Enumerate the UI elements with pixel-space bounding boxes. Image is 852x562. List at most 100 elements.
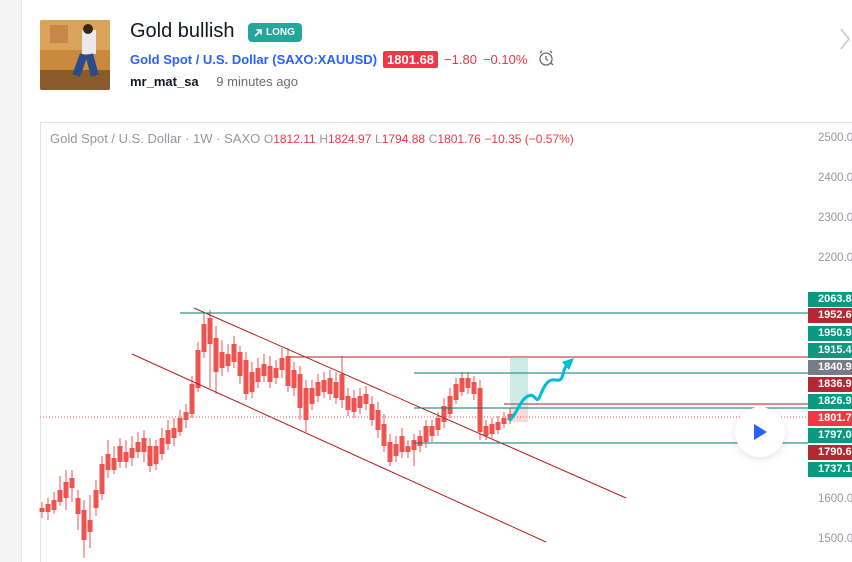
axis-tick: 1500.0 bbox=[818, 533, 852, 545]
axis-tick: 2400.0 bbox=[818, 172, 852, 184]
candle-body bbox=[429, 426, 435, 436]
author-avatar[interactable] bbox=[40, 20, 110, 90]
candle-body bbox=[225, 354, 231, 366]
left-sidebar-strip bbox=[0, 0, 22, 562]
candle-body bbox=[123, 452, 129, 462]
candle-body bbox=[135, 442, 141, 452]
price-tag: 1915.4 bbox=[808, 343, 852, 358]
published-time: 9 minutes ago bbox=[216, 74, 298, 89]
legend-open-label: O bbox=[263, 132, 274, 146]
last-price-badge: 1801.68 bbox=[383, 51, 439, 68]
long-target-zone bbox=[510, 358, 528, 410]
candle-body bbox=[201, 324, 207, 352]
author-name[interactable]: mr_mat_sa bbox=[130, 74, 199, 89]
candle-body bbox=[471, 382, 477, 394]
legend-close: 1801.76 bbox=[437, 132, 481, 146]
candle-body bbox=[213, 338, 219, 372]
candle-body bbox=[375, 410, 381, 430]
meta-row: mr_mat_sa 9 minutes ago bbox=[130, 74, 298, 89]
candle-body bbox=[93, 490, 99, 508]
axis-tick: 2300.0 bbox=[818, 212, 852, 224]
candle-body bbox=[195, 350, 201, 388]
candle-body bbox=[189, 384, 195, 414]
candle-body bbox=[69, 478, 75, 488]
chevron-right-icon[interactable] bbox=[838, 26, 852, 52]
candle-body bbox=[357, 396, 363, 408]
channel-lower-line bbox=[131, 353, 547, 543]
candle-body bbox=[315, 382, 321, 396]
candle-body bbox=[333, 382, 339, 398]
price-tag: 1840.9 bbox=[808, 360, 852, 375]
candle-body bbox=[105, 454, 111, 470]
candle-body bbox=[207, 318, 213, 344]
candle-body bbox=[369, 404, 375, 420]
price-tag: 1952.6 bbox=[808, 308, 852, 323]
play-button[interactable] bbox=[735, 407, 785, 457]
legend-low: 1794.88 bbox=[381, 132, 426, 146]
candle-body bbox=[273, 368, 279, 378]
candle-body bbox=[465, 378, 471, 388]
candle-body bbox=[153, 446, 159, 464]
price-tag: 1950.9 bbox=[808, 326, 852, 341]
candle-body bbox=[255, 368, 261, 382]
candle-body bbox=[183, 412, 189, 420]
candle-body bbox=[51, 500, 57, 510]
candle-body bbox=[141, 438, 147, 452]
candle-body bbox=[351, 398, 357, 412]
candle-body bbox=[441, 406, 447, 422]
candle-body bbox=[237, 352, 243, 376]
price-tag: 1801.7 bbox=[808, 411, 852, 426]
candle-body bbox=[393, 444, 399, 456]
candle-body bbox=[399, 436, 405, 452]
candle-body bbox=[279, 358, 285, 370]
legend-close-label: C bbox=[428, 132, 438, 146]
candle-body bbox=[99, 464, 105, 494]
candle-body bbox=[339, 374, 345, 400]
candle-body bbox=[111, 458, 117, 470]
candle-body bbox=[87, 520, 93, 532]
legend-high-label: H bbox=[319, 132, 328, 146]
candle-body bbox=[57, 490, 63, 502]
candle-body bbox=[219, 352, 225, 368]
candle-body bbox=[459, 378, 465, 392]
idea-header: Gold bullish LONG Gold Spot / U.S. Dolla… bbox=[0, 0, 852, 120]
idea-title: Gold bullish bbox=[130, 20, 235, 42]
candle-body bbox=[321, 380, 327, 392]
price-tag: 1737.1 bbox=[808, 462, 852, 477]
candle-body bbox=[171, 428, 177, 438]
candle-body bbox=[285, 356, 291, 386]
symbol-row: Gold Spot / U.S. Dollar (SAXO:XAUUSD) 18… bbox=[130, 49, 555, 70]
candle-body bbox=[297, 374, 303, 408]
candle-body bbox=[75, 498, 81, 514]
candle-body bbox=[231, 344, 237, 362]
projection-arrowhead bbox=[562, 358, 574, 370]
candle-body bbox=[81, 510, 87, 540]
candle-body bbox=[261, 364, 267, 376]
candle-body bbox=[291, 370, 297, 388]
candle-body bbox=[39, 508, 45, 512]
price-change: −1.80 bbox=[444, 52, 477, 67]
chart-frame[interactable] bbox=[40, 122, 852, 562]
candle-body bbox=[165, 430, 171, 444]
candle-body bbox=[249, 372, 255, 392]
candle-body bbox=[327, 378, 333, 394]
legend-instrument: Gold Spot / U.S. Dollar · 1W · SAXO bbox=[50, 131, 261, 146]
alarm-clock-icon[interactable] bbox=[537, 49, 555, 70]
candle-body bbox=[489, 424, 495, 434]
candle-body bbox=[405, 446, 411, 452]
trend-up-icon bbox=[254, 28, 262, 37]
price-tag: 1797.0 bbox=[808, 428, 852, 443]
channel-upper-line bbox=[193, 307, 627, 499]
axis-tick: 2500.0 bbox=[818, 132, 852, 144]
long-badge: LONG bbox=[248, 23, 302, 42]
candle-body bbox=[63, 482, 69, 498]
axis-tick: 1600.0 bbox=[818, 493, 852, 505]
candle-body bbox=[501, 418, 507, 424]
symbol-link[interactable]: Gold Spot / U.S. Dollar (SAXO:XAUUSD) bbox=[130, 52, 377, 67]
axis-tick: 2200.0 bbox=[818, 252, 852, 264]
direction-label: LONG bbox=[266, 27, 295, 38]
candle-body bbox=[309, 388, 315, 404]
candle-body bbox=[507, 414, 513, 420]
candle-body bbox=[243, 360, 249, 394]
